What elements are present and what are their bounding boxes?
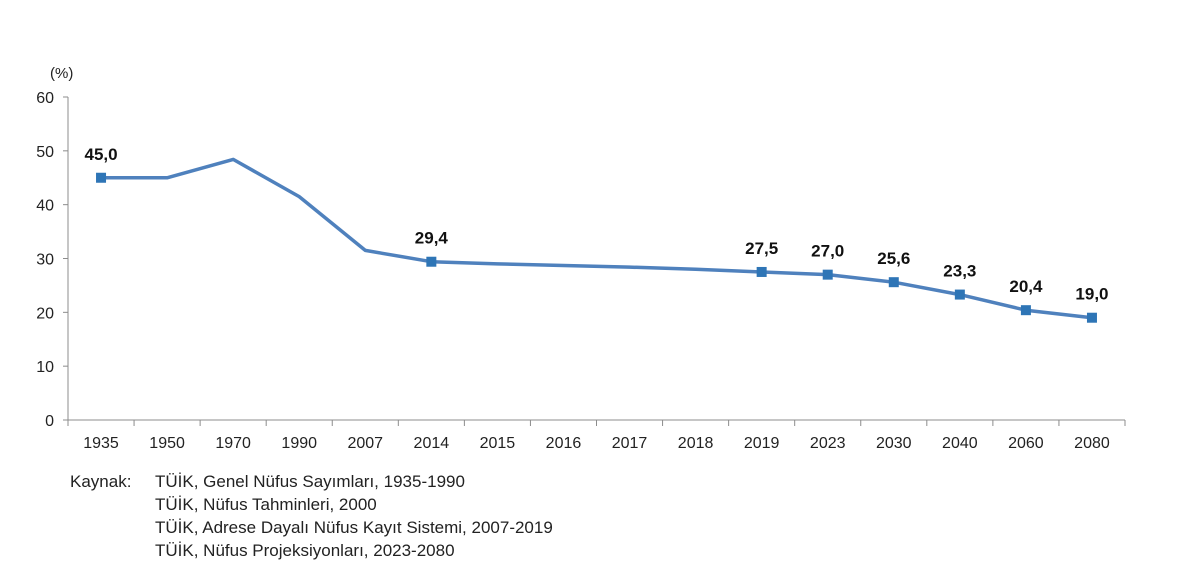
data-label: 29,4 [415,229,449,248]
data-label: 25,6 [877,249,910,268]
y-unit-label: (%) [50,65,73,82]
x-tick-label: 2015 [480,435,516,452]
data-point-marker [1020,305,1031,316]
x-axis: 1935 1950 1970 1990 2007 2014 2015 2016 2017 2018… [67,419,1126,452]
y-tick-label: 20 [36,305,54,322]
y-tick-label: 60 [36,90,54,107]
source-line: TÜİK, Genel Nüfus Sayımları, 1935-1990 [155,472,465,491]
series-line: 45,0 29,4 27,5 27,0 25,6 23,3 20,4 19,0 [84,145,1109,323]
x-tick-label: 2014 [414,435,450,452]
y-tick-label: 50 [36,144,54,161]
y-axis: 0 10 20 30 40 50 60 [36,90,69,430]
data-point-marker [756,266,767,277]
data-label: 23,3 [943,262,976,281]
data-label: 19,0 [1075,285,1108,304]
x-tick-label: 2040 [942,435,978,452]
x-tick-label: 1950 [149,435,185,452]
y-tick-label: 10 [36,359,54,376]
x-tick-label: 2080 [1074,435,1110,452]
data-point-marker [822,269,833,280]
x-tick-label: 2017 [612,435,648,452]
series-line-path [99,157,1094,320]
data-label: 27,5 [745,239,778,258]
data-point-marker [1086,312,1097,323]
data-point-marker [954,289,965,300]
data-label: 20,4 [1009,277,1043,296]
x-tick-label: 1970 [215,435,251,452]
source-line: TÜİK, Nüfus Projeksiyonları, 2023-2080 [155,541,455,560]
x-tick-label: 2018 [678,435,714,452]
data-label: 27,0 [811,242,844,261]
data-point-marker [888,277,899,288]
source-line: TÜİK, Adrese Dayalı Nüfus Kayıt Sistemi,… [155,518,553,537]
data-point-marker [96,172,107,183]
y-tick-label: 40 [36,198,54,215]
x-tick-label: 2030 [876,435,912,452]
x-tick-label: 2023 [810,435,846,452]
x-tick-label: 1935 [83,435,119,452]
x-tick-label: 2016 [546,435,582,452]
y-tick-label: 0 [45,413,54,430]
x-tick-label: 2007 [347,435,383,452]
source-prefix: Kaynak: [70,472,132,491]
data-point-marker [426,256,437,267]
source-note: Kaynak: TÜİK, Genel Nüfus Sayımları, 193… [70,470,553,562]
data-label: 45,0 [84,145,117,164]
source-line: TÜİK, Nüfus Tahminleri, 2000 [155,495,377,514]
x-tick-label: 2019 [744,435,780,452]
x-tick-label: 2060 [1008,435,1044,452]
x-tick-label: 1990 [281,435,317,452]
y-tick-label: 30 [36,252,54,269]
